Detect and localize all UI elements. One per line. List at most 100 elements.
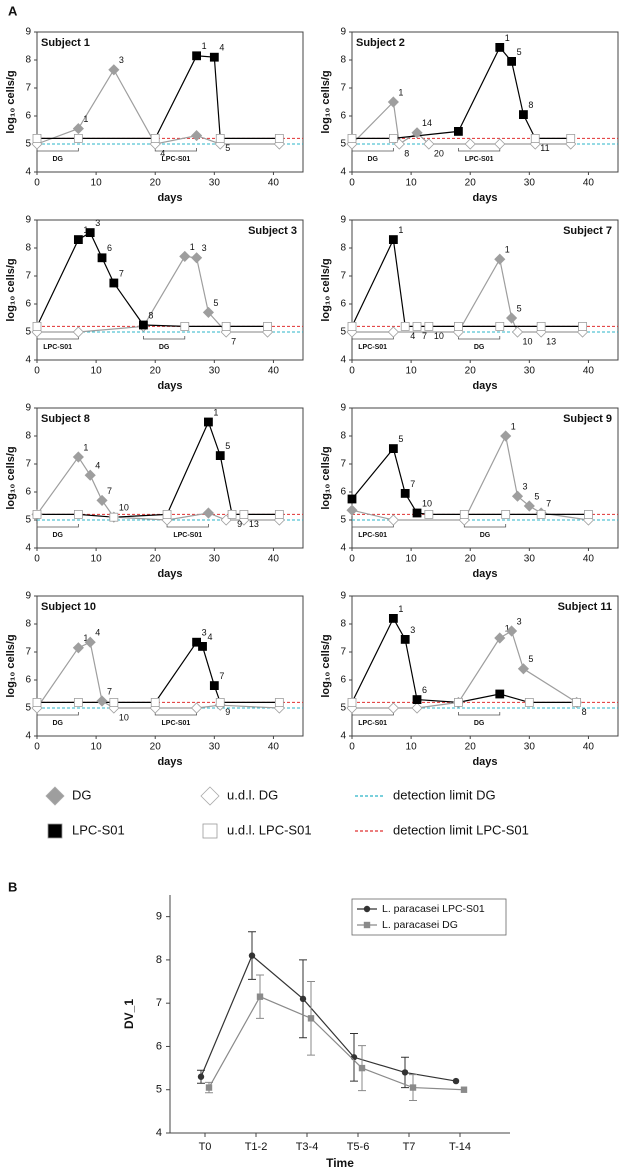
lpc-marker	[198, 642, 207, 651]
point-label: 10	[119, 503, 129, 513]
y-tick-label: 9	[340, 403, 346, 414]
lpc-marker	[274, 509, 284, 519]
x-tick-label: 40	[583, 742, 595, 753]
point	[248, 952, 256, 959]
panel-label: A	[8, 3, 18, 18]
x-tick-label: 40	[268, 178, 280, 189]
point-label: 20	[434, 148, 444, 158]
lpc-marker	[215, 133, 225, 143]
y-tick-label: 9	[25, 27, 31, 38]
dg-marker	[179, 250, 191, 262]
x-tick-label: 30	[524, 366, 536, 377]
lpc-marker	[424, 509, 434, 519]
lpc-marker	[215, 451, 225, 461]
point	[401, 1069, 409, 1076]
lpc-marker	[400, 321, 410, 331]
x-tick-label: 30	[524, 554, 536, 565]
x-axis-label: days	[472, 192, 497, 204]
point-label: 5	[225, 143, 230, 153]
point-label: 14	[422, 118, 432, 128]
y-tick-label: 9	[25, 215, 31, 226]
point-label: 9	[237, 519, 242, 529]
y-axis-label: log₁₀ cells/g	[5, 70, 17, 133]
point-label: 3	[119, 55, 124, 65]
x-tick-label: 0	[34, 178, 40, 189]
point-label: 1	[83, 114, 88, 124]
y-tick-label: 8	[25, 431, 31, 442]
point-label: 7	[546, 498, 551, 508]
lpc-marker	[239, 509, 249, 519]
x-tick-label: T1-2	[245, 1141, 268, 1153]
y-tick-label: 8	[340, 55, 346, 66]
y-tick-label: 7	[340, 83, 346, 94]
dg-marker	[423, 138, 435, 150]
lpc-marker	[227, 509, 237, 519]
dg-marker	[96, 695, 108, 707]
dg-marker	[464, 138, 476, 150]
dg-marker	[523, 500, 535, 512]
point-label: 1	[213, 407, 218, 417]
legend-label: L. paracasei DG	[382, 919, 458, 931]
x-tick-label: 30	[209, 554, 221, 565]
x-tick-label: 30	[209, 742, 221, 753]
point-label: 5	[528, 654, 533, 664]
legend-label: LPC-S01	[72, 822, 125, 837]
x-tick-label: 20	[465, 366, 477, 377]
lpc-marker	[138, 320, 148, 330]
lpc-marker	[495, 321, 505, 331]
point-label: 7	[107, 486, 112, 496]
lpc-marker	[524, 698, 534, 707]
period-label: LPC-S01	[358, 720, 387, 727]
point-label: 11	[540, 143, 549, 153]
lpc-marker	[347, 698, 357, 707]
x-tick-label: 10	[91, 178, 103, 189]
lpc-marker	[221, 321, 231, 331]
x-tick-label: 20	[150, 554, 162, 565]
y-tick-label: 7	[340, 647, 346, 658]
point	[460, 1086, 468, 1093]
x-axis-label: days	[472, 568, 497, 580]
point-label: 13	[546, 336, 556, 346]
point-label: 1	[398, 604, 403, 614]
point-label: 1	[398, 87, 403, 97]
lpc-marker	[530, 133, 540, 143]
period-label: DG	[159, 344, 170, 351]
y-axis-label: log₁₀ cells/g	[5, 258, 17, 321]
x-tick-label: T7	[403, 1141, 416, 1153]
lpc-marker	[566, 133, 576, 143]
point-label: 8	[582, 707, 587, 717]
y-tick-label: 5	[340, 515, 346, 526]
x-tick-label: 10	[91, 366, 103, 377]
x-tick-label: 10	[406, 742, 418, 753]
point-label: 3	[517, 616, 522, 626]
x-tick-label: 10	[406, 554, 418, 565]
x-tick-label: 0	[349, 742, 355, 753]
x-tick-label: 30	[209, 178, 221, 189]
lpc-marker	[459, 509, 469, 519]
x-tick-label: 40	[583, 366, 595, 377]
point-label: 9	[225, 707, 230, 717]
point-label: 10	[434, 331, 444, 341]
x-tick-label: 10	[406, 366, 418, 377]
lpc-marker	[192, 51, 202, 61]
x-tick-label: T-14	[449, 1141, 471, 1153]
lpc-marker	[347, 321, 357, 331]
point	[197, 1073, 205, 1080]
y-tick-label: 7	[340, 459, 346, 470]
lpc-marker	[209, 681, 219, 690]
x-tick-label: 0	[34, 366, 40, 377]
lpc-marker	[495, 43, 505, 52]
lpc-marker	[412, 508, 422, 518]
y-axis-label: log₁₀ cells/g	[5, 446, 17, 509]
period-label: DG	[474, 720, 485, 727]
legend-marker	[47, 823, 63, 839]
dg-marker	[494, 253, 506, 265]
lpc-marker	[109, 698, 119, 707]
x-tick-label: 0	[34, 742, 40, 753]
dg-marker	[517, 663, 529, 675]
plot-frame	[36, 407, 304, 549]
y-tick-label: 4	[25, 731, 31, 742]
lpc-marker	[536, 321, 546, 331]
x-tick-label: 40	[268, 742, 280, 753]
x-tick-label: 20	[465, 554, 477, 565]
